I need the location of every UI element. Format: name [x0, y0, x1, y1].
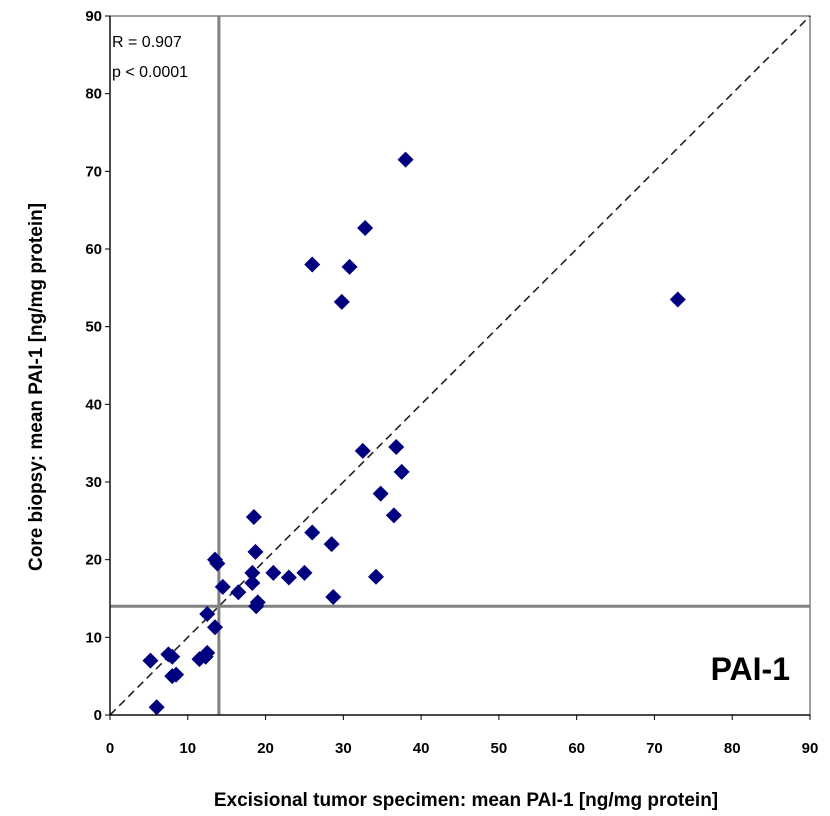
data-point — [199, 606, 216, 623]
data-point — [385, 507, 402, 524]
data-points-layer — [142, 151, 686, 716]
data-point — [164, 648, 181, 665]
y-axis-title: Core biopsy: mean PAI-1 [ng/mg protein] — [26, 203, 47, 571]
x-tick-label: 70 — [646, 740, 663, 757]
data-point — [325, 588, 342, 605]
x-axis-title: Excisional tumor specimen: mean PAI-1 [n… — [214, 790, 718, 811]
data-point — [357, 220, 374, 237]
y-axis-ticks: 0 10 20 30 40 50 60 70 80 90 — [85, 8, 110, 724]
data-point — [333, 293, 350, 310]
panel-label: PAI-1 — [711, 651, 790, 687]
data-point — [304, 256, 321, 273]
data-point — [168, 666, 185, 683]
x-tick-label: 30 — [335, 740, 352, 757]
data-point — [397, 151, 414, 168]
data-point — [244, 574, 261, 591]
identity-line-layer — [109, 15, 811, 716]
x-tick-label: 60 — [568, 740, 585, 757]
y-tick-label: 40 — [85, 396, 102, 413]
data-point — [354, 442, 371, 459]
data-point — [393, 463, 410, 480]
data-point — [280, 569, 297, 586]
data-point — [207, 619, 223, 636]
x-tick-label: 90 — [802, 740, 819, 757]
x-tick-label: 50 — [491, 740, 508, 757]
identity-line — [109, 15, 811, 716]
data-point — [214, 578, 231, 595]
data-point — [304, 524, 321, 541]
data-point — [669, 291, 686, 308]
x-tick-label: 10 — [179, 740, 196, 757]
y-tick-label: 90 — [85, 8, 102, 25]
x-tick-label: 20 — [257, 740, 274, 757]
y-tick-label: 10 — [85, 629, 102, 646]
data-point — [388, 439, 405, 456]
data-point — [244, 564, 261, 581]
y-tick-label: 0 — [94, 707, 102, 724]
x-tick-label: 80 — [724, 740, 741, 757]
r-value-annotation: R = 0.907 — [112, 34, 182, 51]
y-tick-label: 60 — [85, 241, 102, 258]
data-point — [148, 699, 165, 716]
data-point — [265, 564, 282, 581]
data-point — [248, 598, 265, 615]
x-tick-label: 40 — [413, 740, 430, 757]
y-tick-label: 20 — [85, 552, 102, 569]
data-point — [142, 652, 159, 669]
y-tick-label: 80 — [85, 86, 102, 103]
data-point — [372, 485, 389, 502]
data-point — [323, 536, 340, 553]
data-point — [296, 564, 313, 581]
data-point — [368, 568, 384, 585]
data-point — [247, 543, 264, 560]
data-point — [341, 258, 358, 275]
p-value-annotation: p < 0.0001 — [112, 64, 188, 81]
y-tick-label: 50 — [85, 319, 102, 336]
y-tick-label: 30 — [85, 474, 102, 491]
data-point — [199, 644, 216, 661]
data-point — [245, 508, 262, 525]
data-point — [209, 555, 226, 572]
cutoff-lines-layer — [110, 16, 810, 715]
x-tick-label: 0 — [106, 740, 114, 757]
x-axis-ticks: 0 10 20 30 40 50 60 70 80 90 — [106, 715, 819, 757]
y-tick-label: 70 — [85, 163, 102, 180]
data-point — [230, 584, 247, 601]
